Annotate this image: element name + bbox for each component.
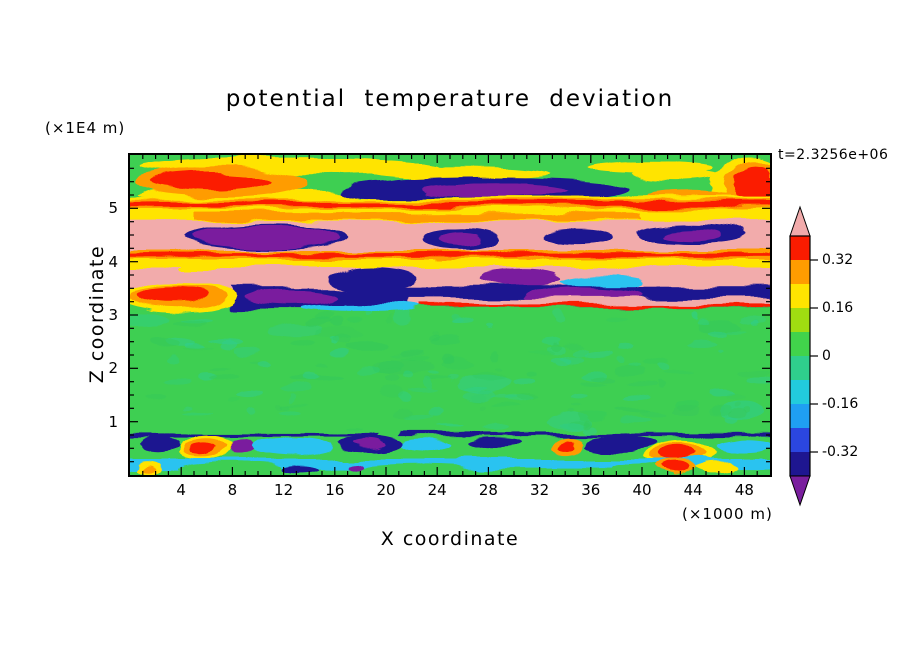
y-axis-unit-label: (×1E4 m) [45,119,126,137]
time-label: t=2.3256e+06 [778,147,889,163]
x-tick-label: 24 [427,481,447,499]
colorbar-segment [790,428,810,452]
speckle-layer [130,306,770,435]
colorbar-segment [790,452,810,476]
colorbar-segment [790,260,810,284]
plot-frame [128,153,772,477]
colorbar-tick-label: 0.32 [822,252,854,268]
x-tick-label: 40 [632,481,652,499]
x-tick-label: 48 [734,481,754,499]
colorbar-segment [790,380,810,404]
x-axis-unit-label: (×1000 m) [682,505,773,523]
colorbar-arrow-bottom [789,475,811,507]
x-axis-title: X coordinate [380,528,520,550]
x-tick-label: 28 [478,481,498,499]
chart-title: potential temperature deviation [225,86,675,112]
colorbar-arrow-top [789,205,811,237]
colorbar-segment [790,356,810,380]
y-tick-label: 4 [108,252,118,271]
colorbar-tick-label: -0.16 [822,396,859,412]
colorbar-segment [790,308,810,332]
colorbar-segment [790,332,810,356]
x-tick-label: 32 [530,481,550,499]
heatmap-field [130,155,770,475]
y-tick-label: 1 [108,412,118,431]
x-tick-label: 12 [274,481,294,499]
colorbar-segment [790,236,810,260]
x-tick-label: 44 [683,481,703,499]
x-tick-label: 36 [581,481,601,499]
colorbar-tick-label: 0 [822,348,831,364]
axis-ticks [130,155,770,475]
x-tick-label: 4 [176,481,186,499]
colorbar-segment [790,284,810,308]
y-tick-label: 5 [108,199,118,218]
feature-layer [130,155,770,475]
colorbar-tick-label: 0.16 [822,300,854,316]
x-tick-label: 16 [325,481,345,499]
y-tick-label: 2 [108,359,118,378]
colorbar [789,205,818,507]
x-tick-label: 8 [227,481,238,499]
colorbar-segment [790,404,810,428]
x-tick-label: 20 [376,481,396,499]
y-tick-label: 3 [108,306,118,324]
colorbar-tick-label: -0.32 [822,444,859,460]
